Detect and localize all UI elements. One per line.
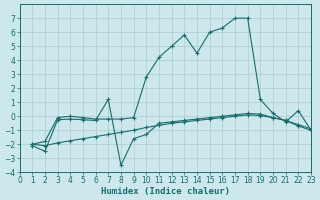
X-axis label: Humidex (Indice chaleur): Humidex (Indice chaleur) (101, 187, 230, 196)
